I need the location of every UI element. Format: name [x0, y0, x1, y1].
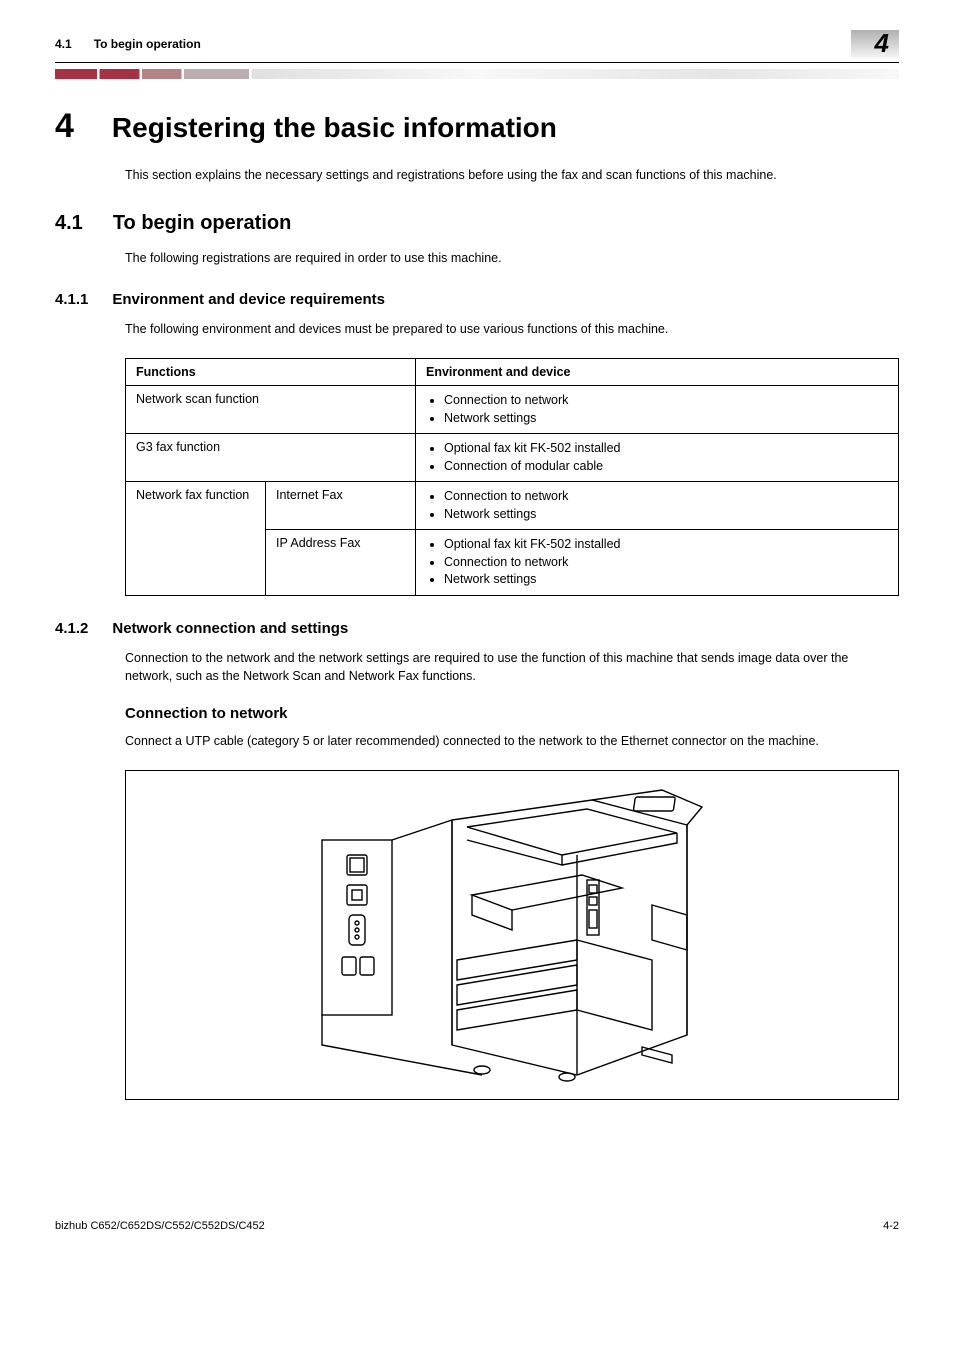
sub-heading-connection: Connection to network [125, 705, 899, 722]
cell-sub: Internet Fax [266, 482, 416, 530]
header-section-num: 4.1 [55, 37, 72, 51]
subsection-num: 4.1.1 [55, 291, 88, 308]
cell-env: Optional fax kit FK-502 installed Connec… [416, 434, 899, 482]
subsection-heading-4-1-2: 4.1.2 Network connection and settings [55, 620, 899, 637]
env-item: Optional fax kit FK-502 installed [444, 440, 888, 458]
env-item: Optional fax kit FK-502 installed [444, 536, 888, 554]
section-heading-4-1: 4.1 To begin operation [55, 212, 899, 235]
footer-page-num: 4-2 [883, 1220, 899, 1232]
cell-func: G3 fax function [126, 434, 416, 482]
table-header-env: Environment and device [416, 359, 899, 386]
subsection-heading-4-1-1: 4.1.1 Environment and device requirement… [55, 291, 899, 308]
cell-env: Connection to network Network settings [416, 482, 899, 530]
table-header-functions: Functions [126, 359, 416, 386]
env-item: Connection to network [444, 554, 888, 572]
footer-model: bizhub C652/C652DS/C552/C552DS/C452 [55, 1220, 265, 1232]
section-body: The following registrations are required… [125, 249, 899, 267]
table-row: Network scan function Connection to netw… [126, 386, 899, 434]
page-header: 4.1 To begin operation 4 [55, 30, 899, 63]
env-item: Network settings [444, 571, 888, 589]
printer-diagram-icon [292, 785, 732, 1085]
chapter-heading: 4 Registering the basic information [55, 107, 899, 146]
table-row: G3 fax function Optional fax kit FK-502 … [126, 434, 899, 482]
env-item: Connection to network [444, 488, 888, 506]
cell-env: Connection to network Network settings [416, 386, 899, 434]
chapter-number: 4 [55, 107, 74, 146]
requirements-table: Functions Environment and device Network… [125, 358, 899, 596]
subsection-body: The following environment and devices mu… [125, 320, 899, 338]
decorative-gradient-bar [55, 69, 899, 79]
section-num: 4.1 [55, 212, 83, 235]
subsection-title: Environment and device requirements [112, 291, 385, 308]
cell-sub: IP Address Fax [266, 530, 416, 596]
header-breadcrumb: 4.1 To begin operation [55, 37, 201, 51]
env-item: Network settings [444, 410, 888, 428]
cell-env: Optional fax kit FK-502 installed Connec… [416, 530, 899, 596]
subsection-body: Connection to the network and the networ… [125, 649, 899, 685]
chapter-title: Registering the basic information [112, 112, 557, 144]
header-section-title: To begin operation [94, 37, 201, 51]
table-row: Network fax function Internet Fax Connec… [126, 482, 899, 530]
env-item: Connection to network [444, 392, 888, 410]
env-item: Network settings [444, 506, 888, 524]
printer-diagram-container [125, 770, 899, 1100]
subsection-num: 4.1.2 [55, 620, 88, 637]
chapter-intro: This section explains the necessary sett… [125, 166, 899, 184]
cell-func: Network scan function [126, 386, 416, 434]
section-title: To begin operation [113, 212, 292, 235]
chapter-badge: 4 [851, 30, 899, 58]
subsection-title: Network connection and settings [112, 620, 348, 637]
page-footer: bizhub C652/C652DS/C552/C552DS/C452 4-2 [55, 1220, 899, 1232]
env-item: Connection of modular cable [444, 458, 888, 476]
cell-func: Network fax function [126, 482, 266, 596]
sub-body: Connect a UTP cable (category 5 or later… [125, 732, 899, 750]
